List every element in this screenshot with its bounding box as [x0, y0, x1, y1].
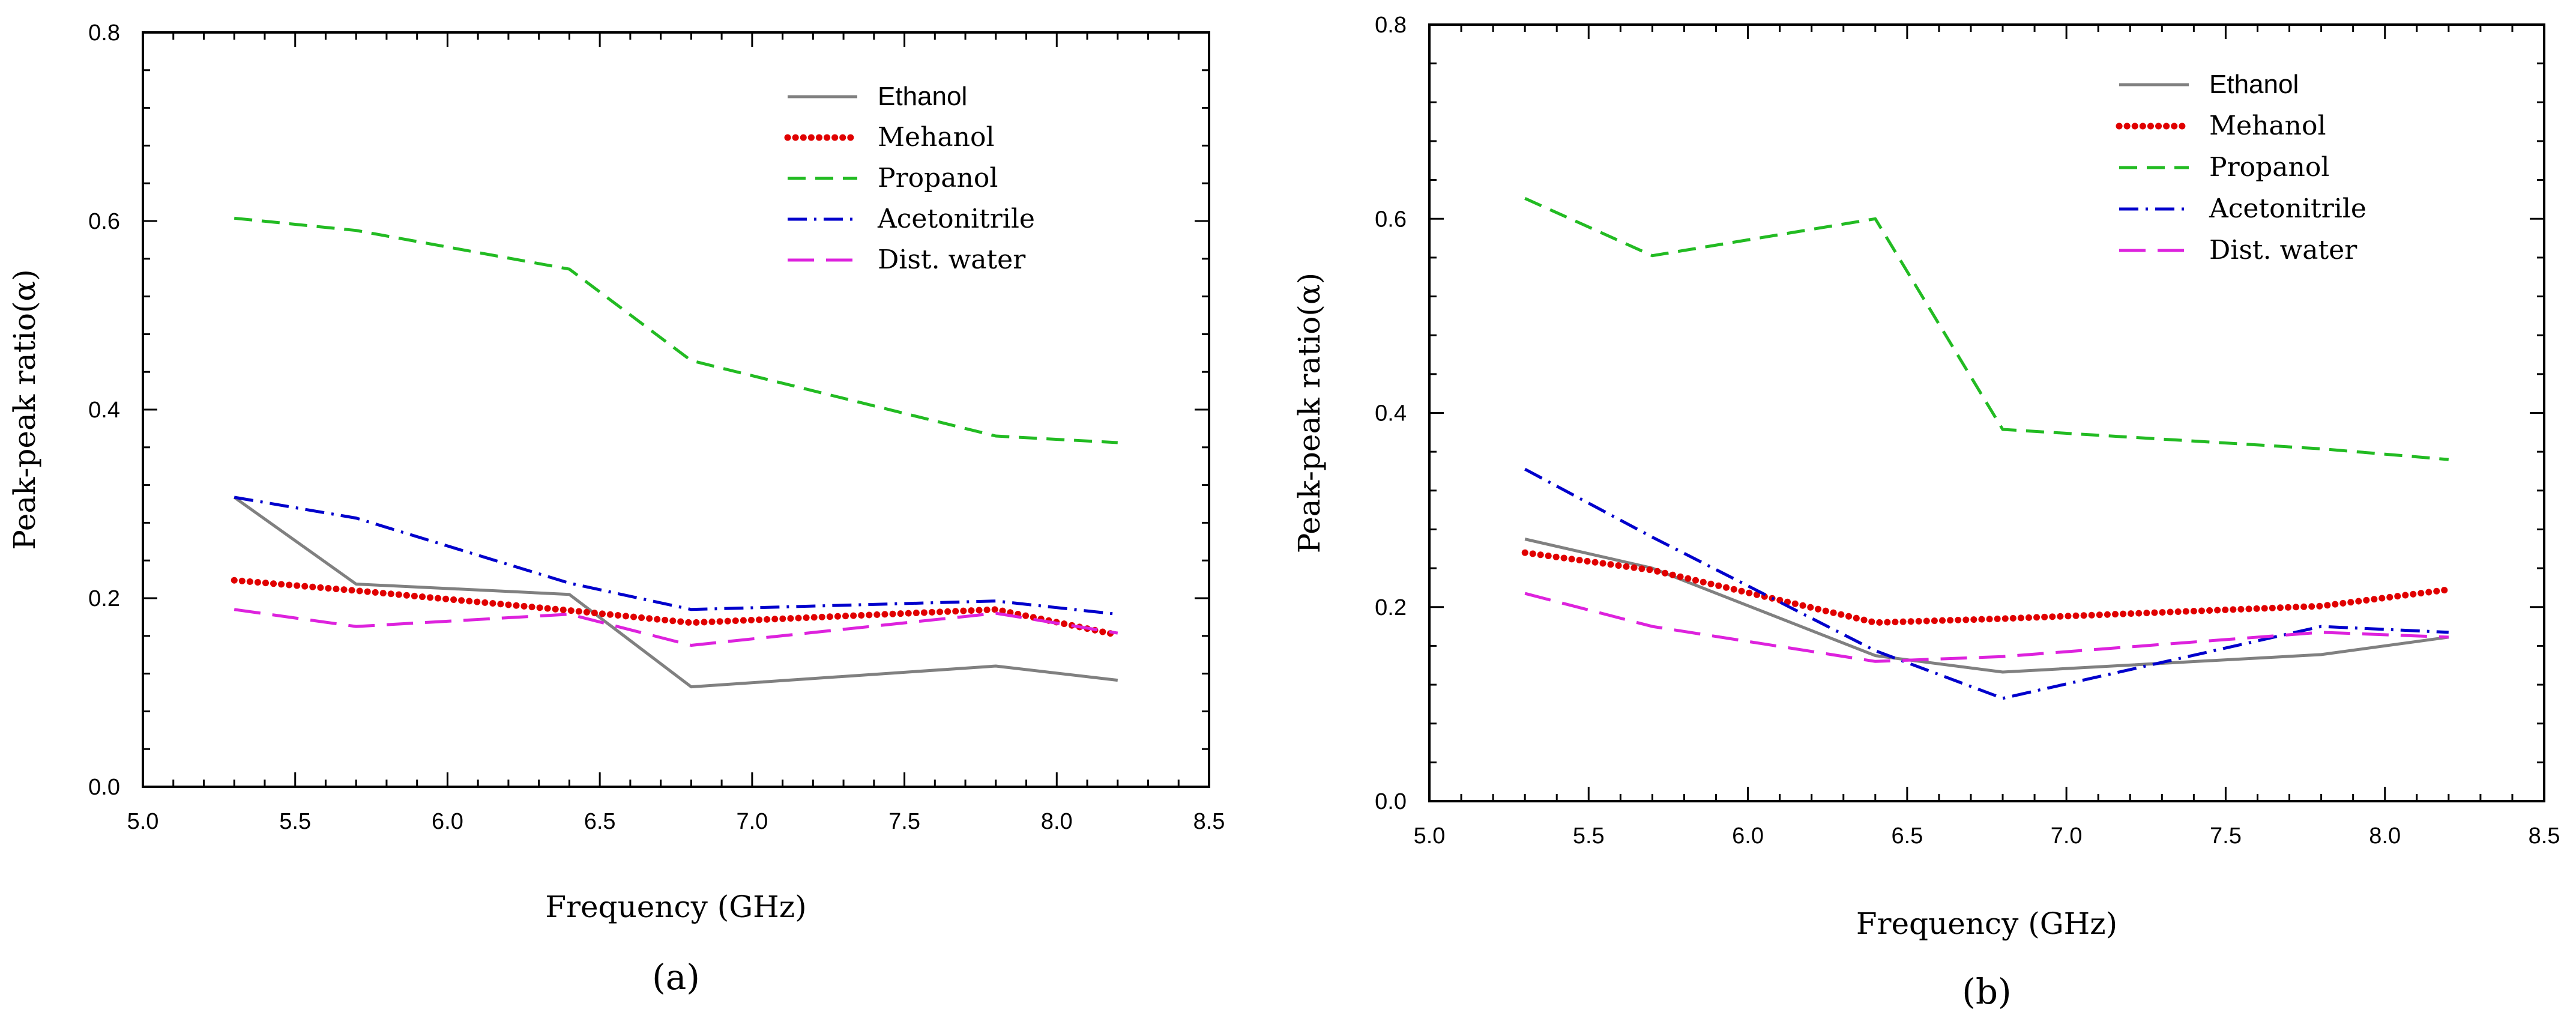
x-axis-title: Frequency (GHz) — [545, 889, 806, 924]
series-line-dist-water — [234, 608, 1118, 647]
x-tick-label: 8.0 — [1041, 809, 1073, 834]
legend-label: Ethanol — [878, 82, 967, 111]
y-tick-label: 0.2 — [1375, 595, 1407, 620]
series-line-acetonitrile — [1524, 467, 2449, 700]
panel-label: (a) — [652, 957, 700, 998]
x-tick-label: 5.5 — [279, 809, 311, 834]
y-tick-label: 0.8 — [88, 20, 120, 46]
x-tick-label: 5.5 — [1573, 823, 1605, 849]
x-tick-label: 8.0 — [2369, 823, 2401, 849]
x-tick-label: 6.5 — [584, 809, 616, 834]
legend-label: Propanol — [878, 163, 998, 193]
panel-label: (b) — [1962, 971, 2011, 1012]
legend-label: Ethanol — [2209, 70, 2299, 99]
series-line-ethanol — [233, 495, 1118, 689]
y-tick-label: 0.4 — [88, 398, 120, 423]
y-tick-label: 0.0 — [1375, 789, 1407, 814]
y-tick-label: 0.6 — [1375, 207, 1407, 232]
chart-panel-a: 5.0 5.5 6.0 6.5 7.0 7.5 8.0 8.5 0.0 0.2 0.4 0.6 0.8 F… — [7, 20, 1225, 998]
y-tick-label: 0.4 — [1375, 401, 1407, 426]
x-tick-label: 5.0 — [127, 809, 159, 834]
x-tick-label: 7.5 — [888, 809, 920, 834]
series-line-propanol — [234, 216, 1118, 444]
series-line-ethanol — [1524, 538, 2449, 674]
legend-label: Dist. water — [2209, 235, 2357, 265]
x-tick-label: 7.5 — [2210, 823, 2242, 849]
x-tick-label: 6.5 — [1891, 823, 1923, 849]
y-axis-title: Peak-peak ratio(α) — [7, 269, 42, 550]
legend-label: Acetonitrile — [2209, 193, 2366, 224]
legend-label: Propanol — [2209, 152, 2329, 183]
legend-label: Mehanol — [878, 122, 995, 153]
series-line-acetonitrile — [234, 495, 1118, 616]
x-tick-label: 8.5 — [2529, 823, 2560, 849]
legend-label: Dist. water — [878, 244, 1026, 275]
series-line-propanol — [1524, 197, 2449, 461]
x-axis-title: Frequency (GHz) — [1856, 906, 2117, 941]
x-tick-label: 6.0 — [1732, 823, 1764, 849]
series-line-mehanol — [1521, 549, 2452, 626]
y-tick-label: 0.8 — [1375, 13, 1407, 38]
x-tick-label: 7.0 — [736, 809, 768, 834]
x-tick-label: 8.5 — [1193, 809, 1225, 834]
y-tick-label: 0.6 — [88, 209, 120, 234]
chart-panel-b: 5.0 5.5 6.0 6.5 7.0 7.5 8.0 8.5 0.0 0.2 0.4 0.6 0.8 F… — [1292, 13, 2560, 1012]
legend-label: Acetonitrile — [877, 204, 1035, 234]
legend-label: Mehanol — [2209, 111, 2326, 141]
y-tick-label: 0.0 — [88, 775, 120, 800]
x-tick-label: 7.0 — [2051, 823, 2083, 849]
x-tick-label: 6.0 — [432, 809, 463, 834]
y-tick-label: 0.2 — [88, 586, 120, 611]
series-line-dist-water — [1524, 592, 2449, 663]
x-tick-label: 5.0 — [1414, 823, 1446, 849]
series-line-mehanol — [231, 577, 1121, 638]
y-axis-title: Peak-peak ratio(α) — [1292, 273, 1327, 553]
plot-frame — [1428, 23, 2545, 802]
